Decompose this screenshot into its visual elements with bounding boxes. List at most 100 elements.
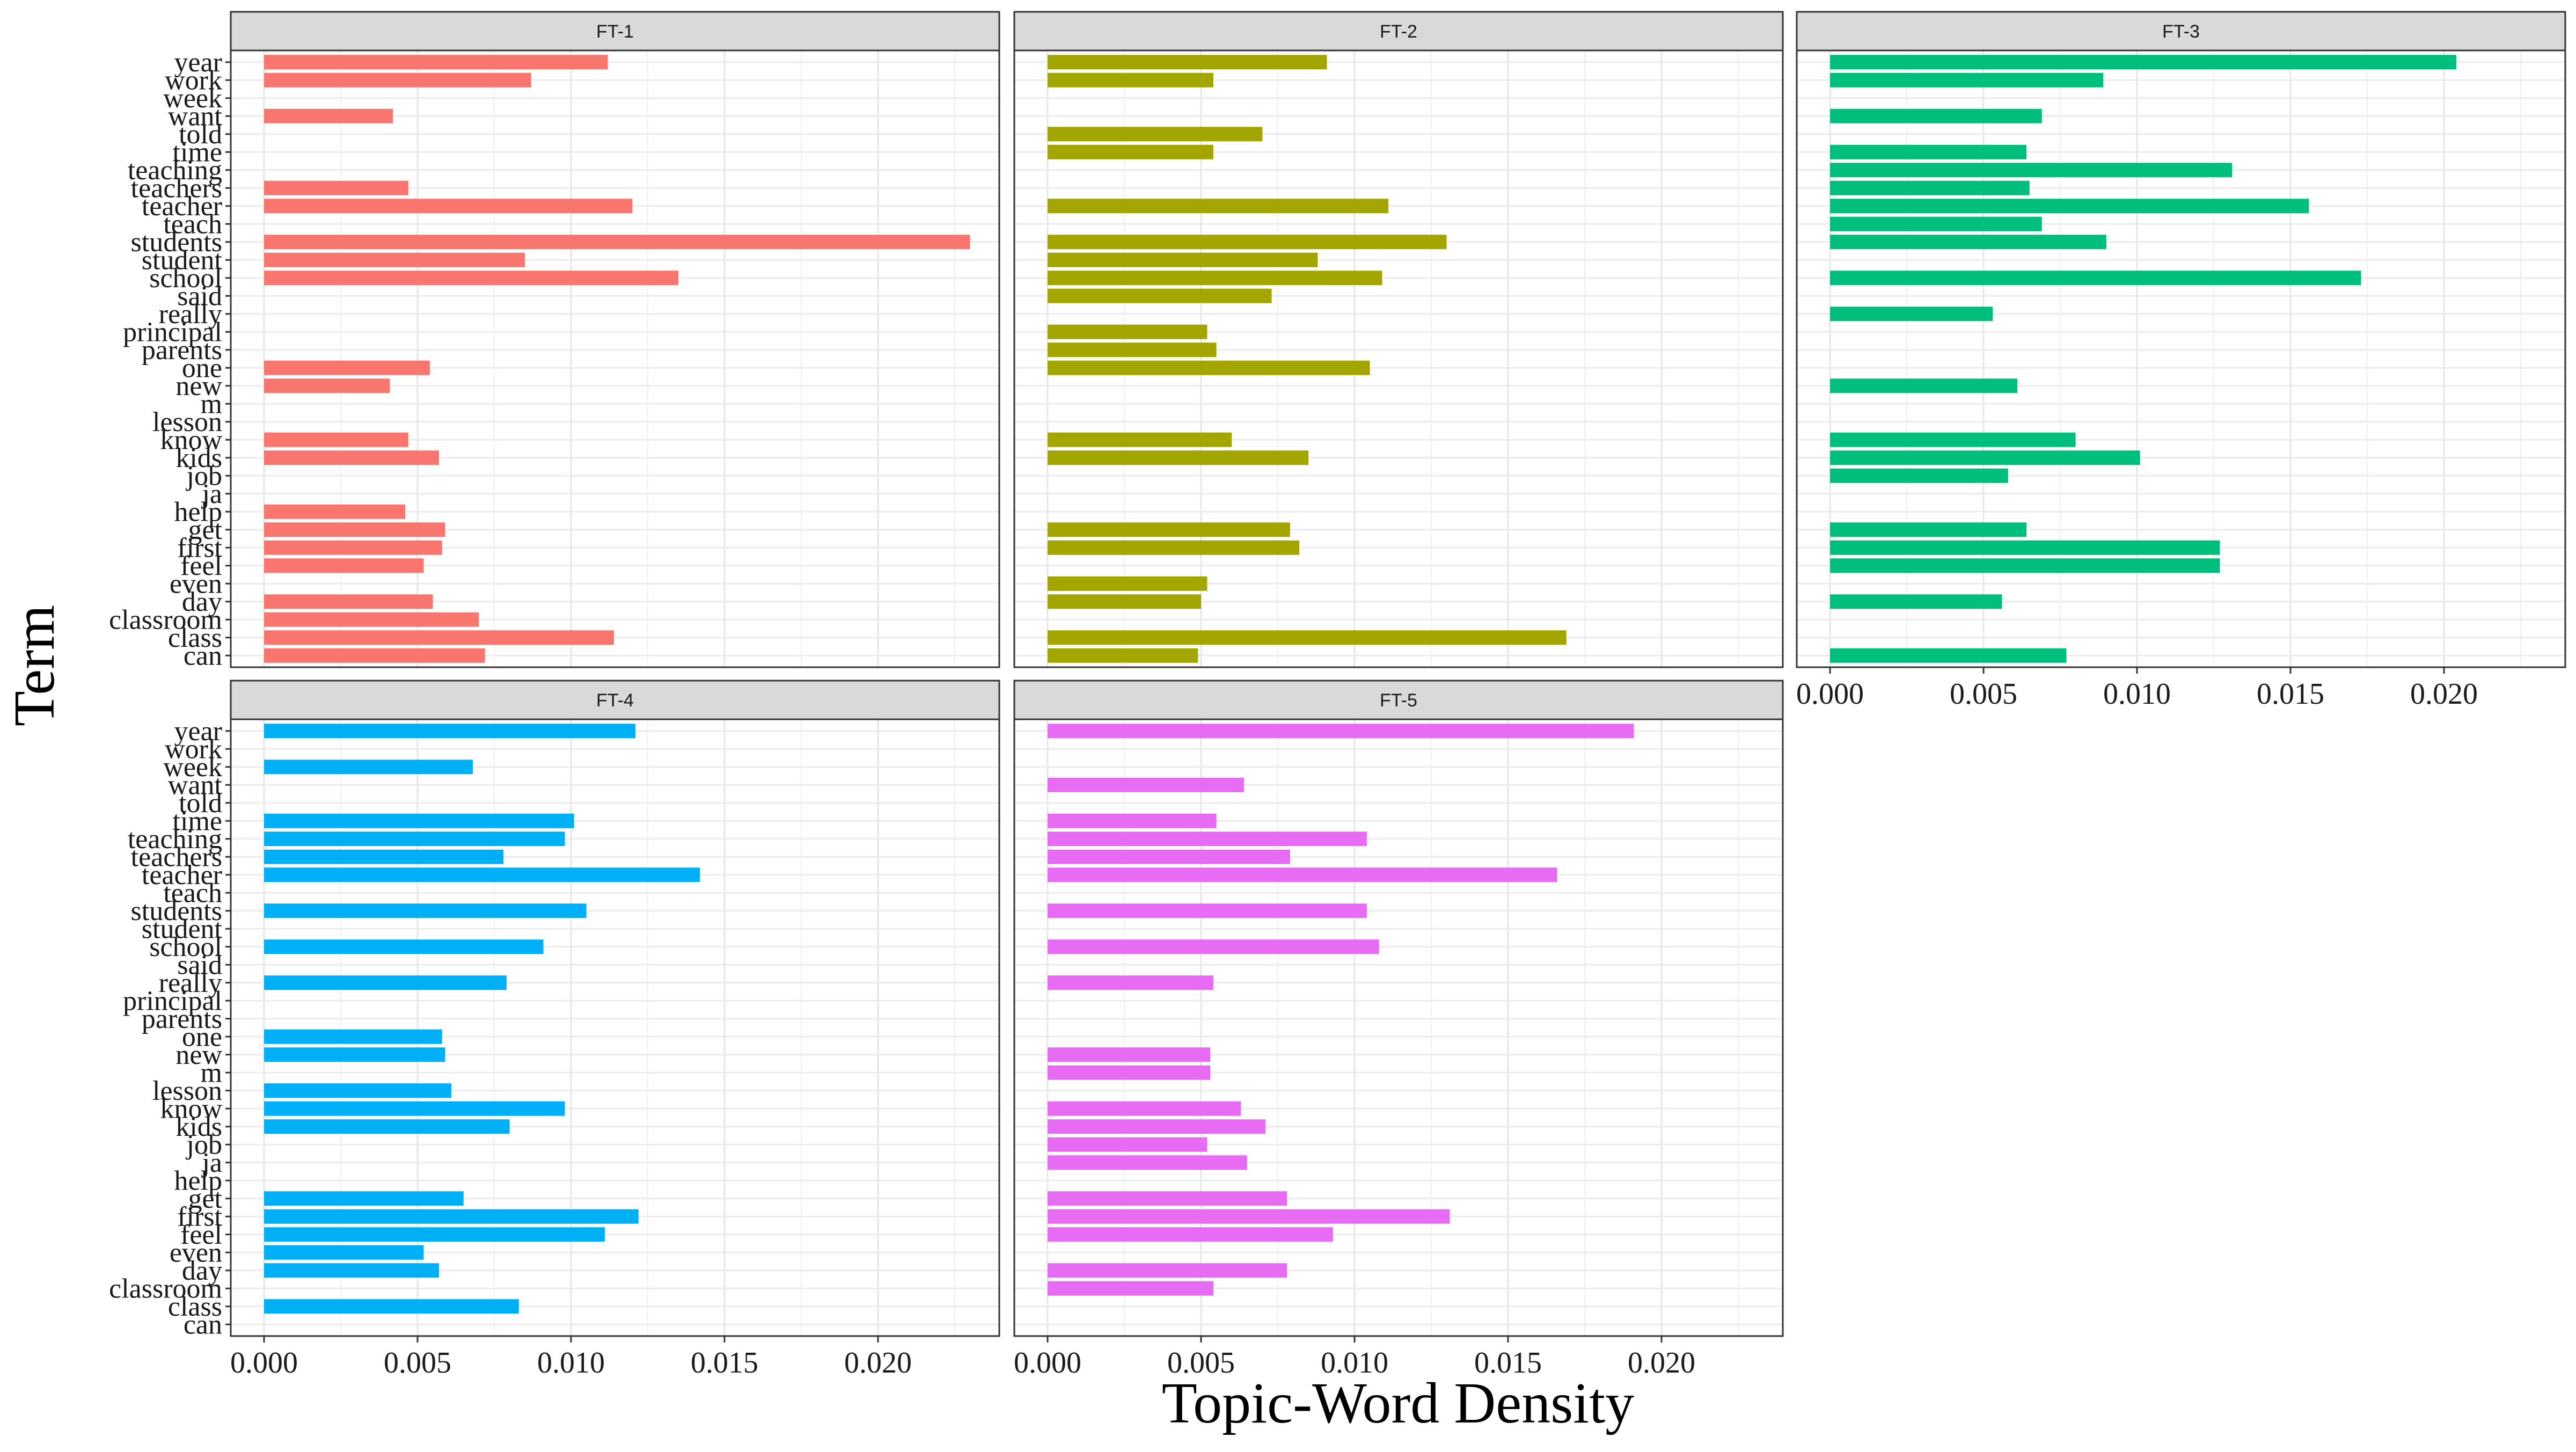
y-tick-label-principal: principal (123, 986, 222, 1016)
bar-ft-1-school (264, 271, 679, 286)
bar-ft-3-new (1830, 378, 2017, 393)
facet-panel-ft-1: FT-1yearworkweekwanttoldtimeteachingteac… (109, 11, 1000, 671)
bar-ft-5-students (1048, 903, 1367, 918)
y-tick-label-really: really (159, 968, 222, 998)
y-tick-label-teach: teach (163, 209, 222, 239)
y-tick-label-principal: principal (123, 317, 222, 347)
bar-ft-1-classroom (264, 612, 479, 627)
facet-label-ft-4: FT-4 (596, 690, 634, 711)
y-tick-label-m: m (201, 1057, 222, 1088)
bar-ft-1-teachers (264, 180, 408, 195)
bar-ft-3-get (1830, 522, 2027, 537)
panel-border (1013, 718, 1784, 1337)
bar-ft-2-time (1048, 144, 1213, 159)
y-tick-label-teach: teach (163, 878, 222, 908)
y-tick-label-told: told (179, 119, 222, 150)
bar-ft-3-day (1830, 594, 2002, 609)
y-tick-label-feel: feel (180, 551, 222, 581)
y-tick-label-kids: kids (175, 443, 222, 473)
bar-ft-2-day (1048, 594, 1201, 609)
y-tick-label-really: really (159, 299, 222, 330)
bar-ft-5-day (1048, 1263, 1287, 1278)
bar-ft-2-one (1048, 360, 1370, 375)
y-tick-label-year: year (174, 47, 222, 78)
y-tick-label-know: know (160, 425, 222, 455)
panel-border (1013, 49, 1784, 668)
x-tick-label: 0.020 (2410, 677, 2478, 711)
bar-ft-5-get (1048, 1191, 1287, 1206)
y-tick-label-teaching: teaching (128, 155, 222, 186)
bar-ft-1-work (264, 72, 531, 87)
y-tick-label-school: school (149, 263, 222, 294)
y-tick-label-can: can (184, 640, 222, 671)
bar-ft-3-teachers (1830, 180, 2030, 195)
bar-ft-5-classroom (1048, 1281, 1213, 1296)
y-tick-label-help: help (174, 497, 222, 527)
bar-ft-2-even (1048, 576, 1208, 591)
y-tick-label-students: students (131, 896, 222, 926)
y-tick-label-first: first (177, 532, 222, 563)
y-tick-label-kids: kids (175, 1112, 222, 1142)
bar-ft-5-job (1048, 1137, 1208, 1152)
y-tick-label-day: day (182, 1256, 222, 1286)
y-tick-label-student: student (142, 914, 223, 944)
bar-ft-1-know (264, 432, 408, 447)
panel-border (1796, 49, 2566, 668)
bar-ft-5-want (1048, 777, 1245, 792)
x-tick-label: 0.000 (1796, 677, 1864, 711)
bar-ft-2-class (1048, 630, 1567, 645)
bar-ft-2-principal (1048, 324, 1208, 339)
facet-panel-ft-5: FT-5 0.000 0.005 0.010 0.015 0.020 (1013, 680, 1784, 1380)
facet-strip-ft-4 (230, 680, 1000, 720)
bar-ft-1-get (264, 522, 445, 537)
y-tick-label-one: one (182, 353, 222, 383)
facet-panel-ft-3: FT-3 0.000 0.005 0.010 0.015 0.020 (1796, 11, 2566, 711)
bar-ft-2-get (1048, 522, 1290, 537)
bar-ft-1-teacher (264, 199, 633, 214)
bar-ft-2-year (1048, 55, 1327, 70)
facet-panel-ft-4: FT-4yearworkweekwanttoldtimeteachingteac… (109, 680, 1000, 1380)
y-tick-label-said: said (177, 950, 222, 980)
y-tick-label-classroom: classroom (109, 604, 222, 635)
bar-ft-4-even (264, 1245, 424, 1260)
y-tick-label-year: year (174, 716, 222, 747)
bar-ft-3-time (1830, 144, 2027, 159)
bar-ft-3-teacher (1830, 199, 2309, 214)
bar-ft-5-year (1048, 724, 1634, 739)
panel-background (231, 50, 999, 667)
x-tick-label: 0.020 (1628, 1346, 1695, 1380)
bar-ft-4-class (264, 1299, 519, 1314)
y-tick-label-ja: ja (201, 1148, 222, 1178)
y-tick-label-class: class (168, 1292, 222, 1322)
y-tick-label-first: first (177, 1201, 222, 1232)
bar-ft-5-new (1048, 1047, 1211, 1062)
y-tick-label-can: can (184, 1309, 222, 1340)
bar-ft-2-school (1048, 271, 1382, 286)
y-tick-label-school: school (149, 932, 222, 962)
bar-ft-1-feel (264, 558, 424, 573)
facet-label-ft-5: FT-5 (1380, 690, 1417, 711)
y-tick-label-job: job (186, 1129, 222, 1160)
bar-ft-1-first (264, 540, 442, 555)
bar-ft-2-students (1048, 235, 1447, 250)
bar-ft-1-can (264, 648, 485, 663)
y-tick-label-teacher: teacher (142, 860, 222, 891)
bar-ft-5-kids (1048, 1119, 1266, 1134)
bar-ft-1-kids (264, 450, 440, 465)
facet-strip-ft-5 (1013, 680, 1784, 720)
y-tick-label-time: time (173, 806, 222, 836)
bar-ft-5-teaching (1048, 831, 1367, 847)
bar-ft-1-one (264, 360, 430, 375)
bar-ft-3-work (1830, 72, 2104, 87)
y-tick-label-day: day (182, 587, 222, 617)
bar-ft-3-year (1830, 55, 2456, 70)
y-tick-label-teachers: teachers (131, 842, 222, 872)
x-tick-label: 0.005 (1167, 1346, 1235, 1380)
bar-ft-4-kids (264, 1119, 510, 1134)
bar-ft-5-time (1048, 813, 1217, 828)
facet-label-ft-2: FT-2 (1380, 21, 1417, 42)
bar-ft-4-school (264, 939, 544, 954)
bar-ft-4-teaching (264, 831, 565, 847)
y-tick-label-class: class (168, 623, 222, 653)
